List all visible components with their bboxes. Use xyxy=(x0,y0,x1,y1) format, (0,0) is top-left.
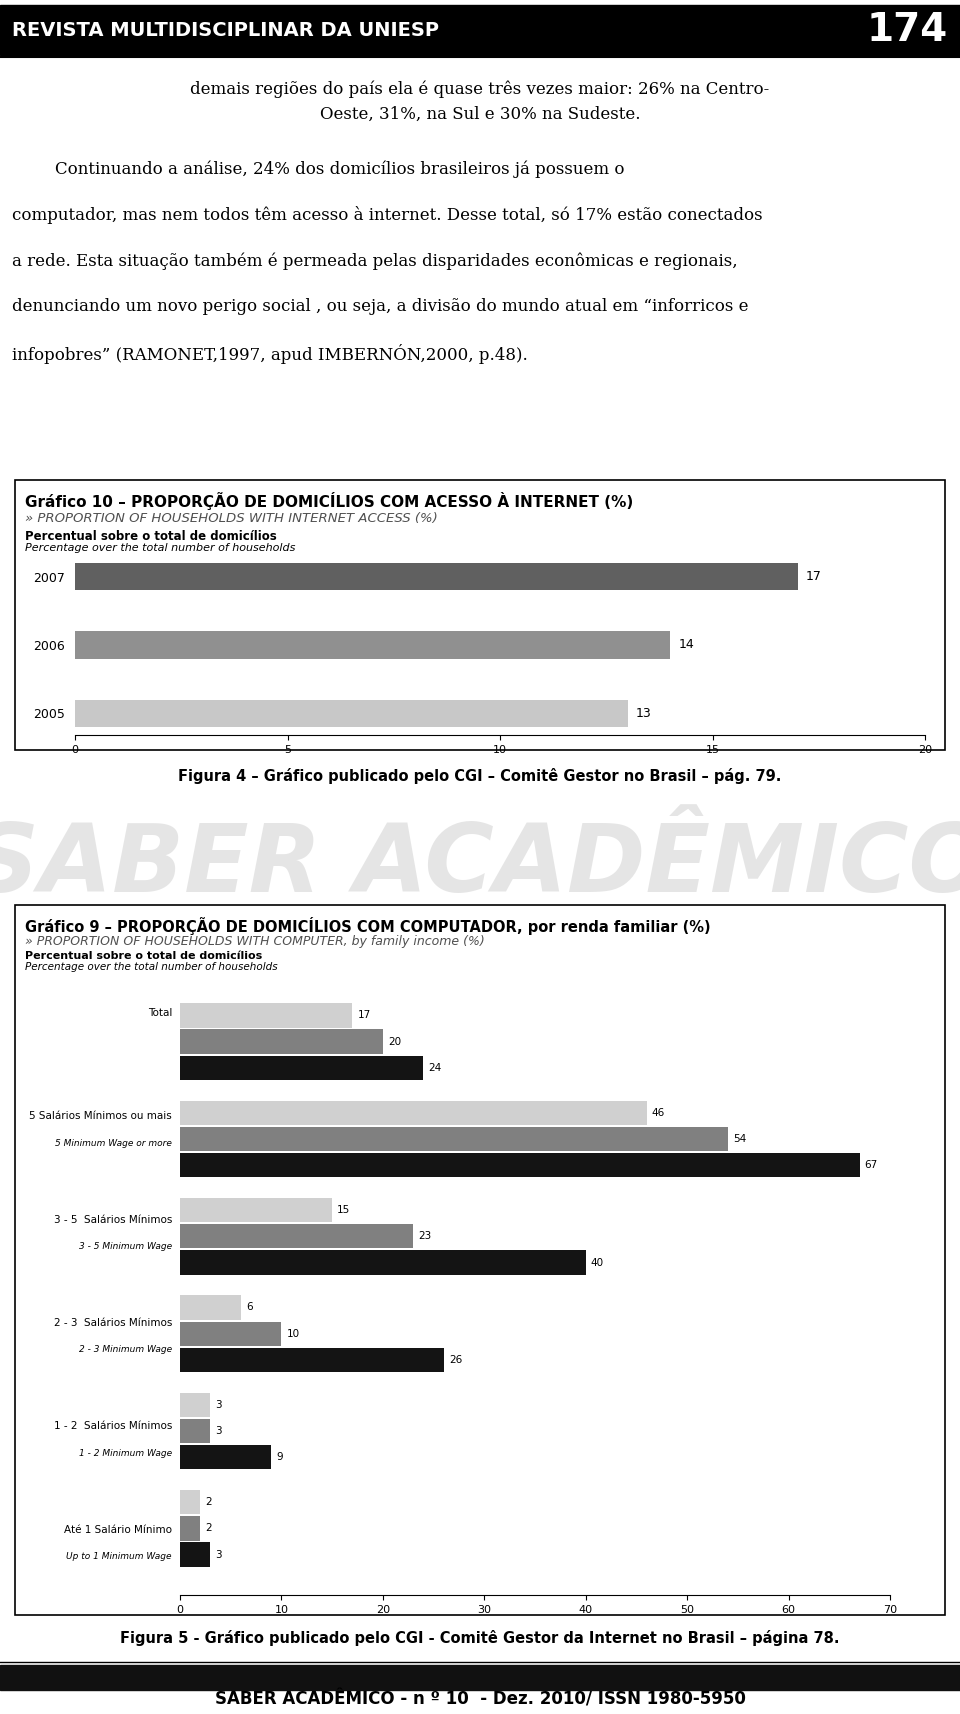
Bar xyxy=(180,1445,272,1469)
Bar xyxy=(180,1030,383,1054)
Text: 174: 174 xyxy=(867,10,948,50)
Text: Gráfico 10 – PROPORÇÃO DE DOMICÍLIOS COM ACESSO À INTERNET (%): Gráfico 10 – PROPORÇÃO DE DOMICÍLIOS COM… xyxy=(25,492,634,511)
Bar xyxy=(180,1489,201,1513)
Bar xyxy=(180,1198,332,1222)
Bar xyxy=(15,480,945,751)
Bar xyxy=(75,699,628,727)
Text: 14: 14 xyxy=(679,639,694,651)
Text: 3: 3 xyxy=(215,1426,222,1436)
Text: 2: 2 xyxy=(205,1524,212,1534)
Text: 15: 15 xyxy=(337,1205,350,1215)
Text: 17: 17 xyxy=(806,571,822,583)
Text: 24: 24 xyxy=(428,1063,442,1073)
Bar xyxy=(75,631,670,658)
Text: Percentage over the total number of households: Percentage over the total number of hous… xyxy=(25,543,296,554)
Bar xyxy=(0,5,960,55)
Text: SABER ACADÊMICO: SABER ACADÊMICO xyxy=(0,819,960,912)
Bar xyxy=(180,1296,241,1320)
Text: Percentual sobre o total de domicílios: Percentual sobre o total de domicílios xyxy=(25,530,276,543)
Text: 9: 9 xyxy=(276,1452,283,1462)
Text: demais regiões do país ela é quase três vezes maior: 26% na Centro-: demais regiões do país ela é quase três … xyxy=(190,81,770,98)
Text: Percentage over the total number of households: Percentage over the total number of hous… xyxy=(25,962,277,972)
Bar xyxy=(180,1419,210,1443)
Text: » PROPORTION OF HOUSEHOLDS WITH INTERNET ACCESS (%): » PROPORTION OF HOUSEHOLDS WITH INTERNET… xyxy=(25,512,438,524)
Text: 46: 46 xyxy=(652,1107,665,1118)
Text: Percentual sobre o total de domicílios: Percentual sobre o total de domicílios xyxy=(25,951,262,962)
Text: » PROPORTION OF HOUSEHOLDS WITH COMPUTER, by family income (%): » PROPORTION OF HOUSEHOLDS WITH COMPUTER… xyxy=(25,936,485,948)
Text: 1 - 2  Salários Mínimos: 1 - 2 Salários Mínimos xyxy=(54,1421,172,1431)
Bar xyxy=(180,1392,210,1417)
Text: Up to 1 Minimum Wage: Up to 1 Minimum Wage xyxy=(66,1551,172,1561)
Text: 10: 10 xyxy=(286,1328,300,1339)
Bar xyxy=(180,1100,647,1124)
Text: Oeste, 31%, na Sul e 30% na Sudeste.: Oeste, 31%, na Sul e 30% na Sudeste. xyxy=(320,106,640,123)
Text: 3 - 5  Salários Mínimos: 3 - 5 Salários Mínimos xyxy=(54,1215,172,1226)
Bar xyxy=(15,905,945,1615)
Text: 23: 23 xyxy=(419,1231,432,1241)
Bar xyxy=(180,1347,444,1373)
Text: 3: 3 xyxy=(215,1400,222,1409)
Text: Gráfico 9 – PROPORÇÃO DE DOMICÍLIOS COM COMPUTADOR, por renda familiar (%): Gráfico 9 – PROPORÇÃO DE DOMICÍLIOS COM … xyxy=(25,917,710,936)
Text: 2 - 3  Salários Mínimos: 2 - 3 Salários Mínimos xyxy=(54,1318,172,1328)
Bar xyxy=(180,1154,859,1178)
Bar xyxy=(180,1543,210,1567)
Text: Até 1 Salário Mínimo: Até 1 Salário Mínimo xyxy=(64,1525,172,1534)
Text: 17: 17 xyxy=(357,1010,371,1020)
Bar xyxy=(180,1251,586,1275)
Text: infopobres” (RAMONET,1997, apud IMBERNÓN,2000, p.48).: infopobres” (RAMONET,1997, apud IMBERNÓN… xyxy=(12,345,528,363)
Bar xyxy=(180,1003,352,1027)
Bar xyxy=(180,1321,281,1345)
Text: SABER ACADÊMICO - n º 10  - Dez. 2010/ ISSN 1980-5950: SABER ACADÊMICO - n º 10 - Dez. 2010/ IS… xyxy=(215,1692,745,1709)
Bar xyxy=(180,1224,414,1248)
Text: REVISTA MULTIDISCIPLINAR DA UNIESP: REVISTA MULTIDISCIPLINAR DA UNIESP xyxy=(12,21,439,39)
Bar xyxy=(180,1126,728,1152)
Text: Total: Total xyxy=(148,1008,172,1018)
Text: 20: 20 xyxy=(388,1037,401,1047)
Text: 5 Salários Mínimos ou mais: 5 Salários Mínimos ou mais xyxy=(29,1111,172,1121)
Bar xyxy=(0,1664,960,1690)
Text: 5 Minimum Wage or more: 5 Minimum Wage or more xyxy=(55,1138,172,1148)
Text: 3 - 5 Minimum Wage: 3 - 5 Minimum Wage xyxy=(79,1243,172,1251)
Text: 13: 13 xyxy=(636,706,652,720)
Bar xyxy=(180,1517,201,1541)
Text: 54: 54 xyxy=(732,1135,746,1143)
Text: 6: 6 xyxy=(246,1303,252,1313)
Text: 40: 40 xyxy=(590,1258,604,1268)
Bar xyxy=(75,564,798,590)
Text: Figura 5 - Gráfico publicado pelo CGI - Comitê Gestor da Internet no Brasil – pá: Figura 5 - Gráfico publicado pelo CGI - … xyxy=(120,1630,840,1645)
Text: a rede. Esta situação também é permeada pelas disparidades econômicas e regionai: a rede. Esta situação também é permeada … xyxy=(12,252,737,269)
Text: 1 - 2 Minimum Wage: 1 - 2 Minimum Wage xyxy=(79,1448,172,1457)
Text: 26: 26 xyxy=(448,1356,462,1364)
Text: 3: 3 xyxy=(215,1549,222,1560)
Text: Continuando a análise, 24% dos domicílios brasileiros já possuem o: Continuando a análise, 24% dos domicílio… xyxy=(55,159,625,178)
Bar xyxy=(180,1056,423,1080)
Text: 2 - 3 Minimum Wage: 2 - 3 Minimum Wage xyxy=(79,1345,172,1354)
Text: 2: 2 xyxy=(205,1496,212,1507)
Text: Figura 4 – Gráfico publicado pelo CGI – Comitê Gestor no Brasil – pág. 79.: Figura 4 – Gráfico publicado pelo CGI – … xyxy=(179,768,781,783)
Text: denunciando um novo perigo social , ou seja, a divisão do mundo atual em “inforr: denunciando um novo perigo social , ou s… xyxy=(12,298,749,315)
Text: computador, mas nem todos têm acesso à internet. Desse total, só 17% estão conec: computador, mas nem todos têm acesso à i… xyxy=(12,206,762,225)
Text: 67: 67 xyxy=(865,1160,877,1171)
